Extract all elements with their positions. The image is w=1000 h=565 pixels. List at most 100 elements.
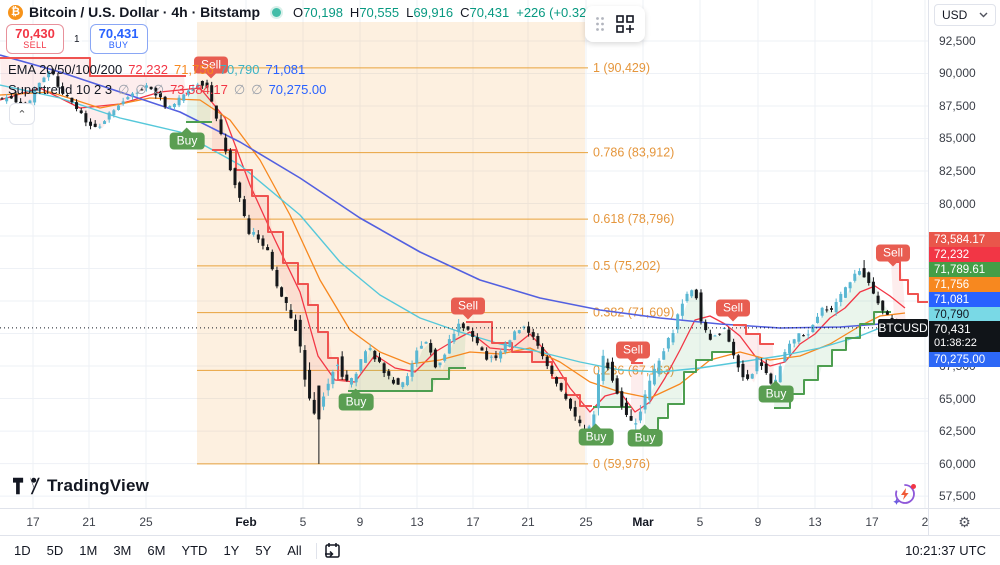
- price-tick-label: 60,000: [939, 456, 976, 471]
- range-button-3m[interactable]: 3M: [113, 543, 132, 558]
- supertrend-legend-row[interactable]: Supertrend 10 2 3 ∅ ∅ ∅ 73,584.17 ∅ ∅ 70,275.00: [8, 80, 332, 100]
- high-key: H: [349, 4, 360, 20]
- indicator-price-label: 70,275.00: [929, 352, 1000, 367]
- sell-signal-marker: Sell: [193, 56, 229, 74]
- low-key: L: [406, 4, 414, 20]
- time-tick-label: 17: [865, 515, 879, 529]
- symbol-header: ₿ Bitcoin / U.S. Dollar · 4h · Bitstamp …: [8, 4, 602, 20]
- ema-legend-name: EMA 20/50/100/200: [8, 62, 123, 77]
- supertrend-value: ∅: [118, 82, 130, 97]
- market-status-icon[interactable]: [272, 7, 282, 17]
- time-tick-label: 17: [466, 515, 480, 529]
- axis-settings-gear-icon[interactable]: ⚙: [958, 513, 971, 530]
- high-value: 70,555: [359, 4, 400, 20]
- price-tick-label: 80,000: [939, 196, 976, 211]
- buy-signal-marker: Buy: [578, 428, 614, 446]
- supertrend-value: ∅: [152, 82, 165, 97]
- supertrend-value: 73,584.17: [170, 82, 228, 97]
- last-price-value: 70,431: [934, 322, 971, 336]
- time-tick-label: 5: [299, 515, 307, 529]
- time-tick-label: 9: [754, 515, 762, 529]
- spread-value: 1: [72, 33, 82, 45]
- time-tick-label: 21: [82, 515, 96, 529]
- range-button-1m[interactable]: 1M: [79, 543, 98, 558]
- symbol-title[interactable]: Bitcoin / U.S. Dollar · 4h · Bitstamp: [29, 4, 261, 20]
- go-to-date-calendar-icon[interactable]: [323, 542, 342, 560]
- price-tick-label: 62,500: [939, 424, 976, 439]
- range-button-1d[interactable]: 1D: [14, 543, 31, 558]
- low-value: 69,916: [413, 4, 454, 20]
- axis-corner: ⚙: [928, 508, 1000, 535]
- time-tick-label: 25: [139, 515, 153, 529]
- time-tick-label: 5: [696, 515, 704, 529]
- sell-price: 70,430: [15, 26, 55, 41]
- layout-grid-add-icon[interactable]: [615, 14, 635, 34]
- symbol-price-tag: BTCUSD: [878, 319, 928, 337]
- sell-signal-marker: Sell: [615, 341, 651, 359]
- indicator-price-label: 70,790: [929, 307, 1000, 322]
- ema-legend-row[interactable]: EMA 20/50/100/200 72,232 71,756 70,790 71,08…: [8, 60, 332, 80]
- utc-clock[interactable]: 10:21:37 UTC: [905, 543, 986, 558]
- range-button-all[interactable]: All: [287, 543, 302, 558]
- range-button-6m[interactable]: 6M: [147, 543, 166, 558]
- candlestick-chart: 1 (90,429) 0.786 (83,912) 0.618 (78,796) 0.…: [0, 0, 928, 508]
- currency-dropdown[interactable]: USD: [934, 4, 996, 26]
- buy-button[interactable]: 70,431 BUY: [89, 24, 148, 54]
- sell-signal-marker: Sell: [715, 299, 751, 317]
- tradingview-logo-text: TradingView: [47, 476, 150, 495]
- buy-label: BUY: [108, 39, 129, 50]
- time-tick-label: Feb: [235, 515, 257, 529]
- collapse-legend-button[interactable]: ⌃: [9, 103, 35, 125]
- last-price-label: 70,431 01:38:22: [929, 321, 1000, 352]
- price-axis[interactable]: USD 70,431 01:38:22 92,500 90,000 87,500 85…: [928, 0, 1000, 508]
- supertrend-value: ∅: [233, 82, 246, 97]
- bitcoin-icon: ₿: [8, 4, 23, 20]
- ema-value: 70,790: [219, 62, 260, 77]
- supertrend-value: 70,275.00: [268, 82, 327, 97]
- sell-button[interactable]: 70,430 SELL: [6, 24, 64, 54]
- price-tick-label: 85,000: [939, 131, 976, 146]
- supertrend-value: ∅: [135, 82, 147, 97]
- sell-label: SELL: [23, 39, 47, 50]
- indicator-price-label: 71,789.61: [929, 262, 1000, 277]
- supertrend-value: ∅: [251, 82, 263, 97]
- chart-area[interactable]: 1 (90,429) 0.786 (83,912) 0.618 (78,796) 0.…: [0, 0, 928, 508]
- ohlc-values: O70,198 H70,555 L69,916 C70,431 +226 (+0…: [293, 5, 602, 20]
- range-button-5d[interactable]: 5D: [46, 543, 64, 558]
- auto-refresh-bolt-icon[interactable]: [892, 482, 918, 506]
- indicator-price-label: 71,081: [929, 292, 1000, 307]
- toolbar-divider: [315, 542, 317, 559]
- tradingview-logo[interactable]: TradingView: [13, 476, 149, 496]
- svg-text:0.618 (78,796): 0.618 (78,796): [593, 212, 674, 226]
- svg-text:1 (90,429): 1 (90,429): [593, 61, 650, 75]
- time-tick-label: 17: [26, 515, 40, 529]
- bottom-toolbar: 1D 5D 1M 3M 6M YTD 1Y 5Y All 10:21:37 UTC: [0, 535, 1000, 565]
- price-tick-label: 82,500: [939, 163, 976, 178]
- buy-signal-marker: Buy: [338, 393, 374, 411]
- ema-value: 72,232: [128, 62, 168, 77]
- time-tick-label: 25: [579, 515, 593, 529]
- range-button-1y[interactable]: 1Y: [223, 543, 240, 558]
- range-button-5y[interactable]: 5Y: [255, 543, 272, 558]
- drag-handle-icon[interactable]: [595, 16, 605, 32]
- tradingview-logo-icon: [13, 477, 40, 495]
- time-tick-label: 2: [921, 515, 929, 529]
- time-tick-label: Mar: [632, 515, 654, 529]
- buy-price: 70,431: [98, 26, 139, 41]
- svg-text:0.5 (75,202): 0.5 (75,202): [593, 259, 660, 273]
- sell-signal-marker: Sell: [450, 297, 486, 315]
- indicator-legend: EMA 20/50/100/200 72,232 71,756 70,790 71,08…: [8, 60, 332, 100]
- indicator-price-label: 73,584.17: [929, 232, 1000, 247]
- sell-signal-marker: Sell: [875, 244, 911, 262]
- trade-buttons: 70,430 SELL 1 70,431 BUY: [6, 24, 148, 54]
- range-button-ytd[interactable]: YTD: [181, 543, 208, 558]
- time-axis[interactable]: 17 21 25 Feb 5 9 13 17 21 25 Mar 5 9 13 17 2: [0, 508, 928, 535]
- buy-signal-marker: Buy: [627, 429, 663, 447]
- indicator-price-label: 71,756: [929, 277, 1000, 292]
- svg-text:0.382 (71,609): 0.382 (71,609): [593, 306, 674, 320]
- supertrend-legend-name: Supertrend 10 2 3: [8, 82, 113, 97]
- currency-value: USD: [942, 8, 968, 22]
- price-tick-label: 90,000: [939, 66, 976, 81]
- change-value: +226 (+0.32%): [516, 4, 603, 20]
